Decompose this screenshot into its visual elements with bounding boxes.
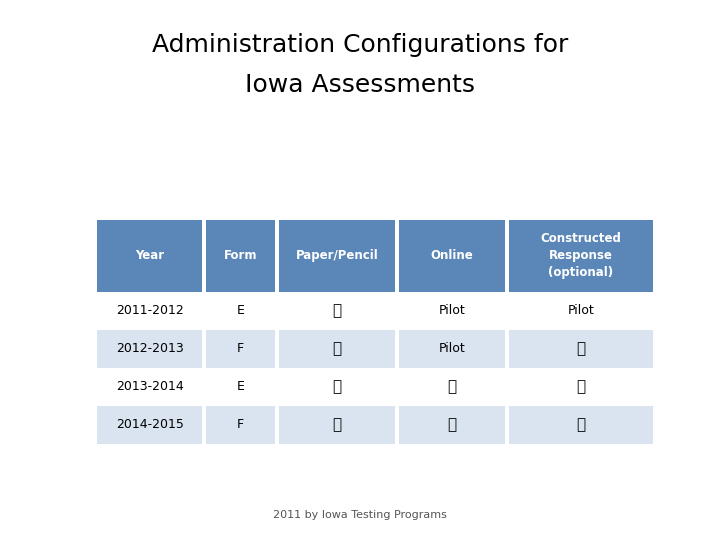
Text: 2013-2014: 2013-2014: [116, 381, 184, 394]
Bar: [508, 292, 653, 330]
Text: Iowa Assessments: Iowa Assessments: [245, 73, 475, 97]
Bar: [508, 330, 653, 368]
Text: Ⓟ: Ⓟ: [447, 380, 456, 395]
Bar: [279, 406, 395, 444]
Text: F: F: [237, 342, 244, 355]
Text: 2012-2013: 2012-2013: [116, 342, 184, 355]
Bar: [508, 368, 653, 406]
Bar: [97, 330, 202, 368]
Text: Administration Configurations for: Administration Configurations for: [152, 33, 568, 57]
Bar: [97, 292, 202, 330]
Bar: [97, 368, 202, 406]
Bar: [400, 220, 505, 292]
Bar: [279, 220, 395, 292]
Text: F: F: [237, 418, 244, 431]
Bar: [97, 220, 202, 292]
Text: Ⓟ: Ⓟ: [576, 341, 585, 356]
Text: E: E: [237, 305, 245, 318]
Bar: [279, 292, 395, 330]
Text: Pilot: Pilot: [567, 305, 594, 318]
Text: Ⓟ: Ⓟ: [576, 417, 585, 433]
Bar: [206, 406, 275, 444]
Bar: [279, 368, 395, 406]
Text: Pilot: Pilot: [438, 342, 465, 355]
Bar: [508, 406, 653, 444]
Bar: [206, 330, 275, 368]
Text: 2011 by Iowa Testing Programs: 2011 by Iowa Testing Programs: [273, 510, 447, 520]
Bar: [206, 220, 275, 292]
Text: Form: Form: [224, 249, 257, 262]
Text: Ⓟ: Ⓟ: [333, 417, 342, 433]
Bar: [206, 368, 275, 406]
Text: 2011-2012: 2011-2012: [116, 305, 184, 318]
Bar: [97, 406, 202, 444]
Text: Ⓟ: Ⓟ: [333, 380, 342, 395]
Text: Paper/Pencil: Paper/Pencil: [296, 249, 379, 262]
Text: Pilot: Pilot: [438, 305, 465, 318]
Bar: [279, 330, 395, 368]
Bar: [206, 292, 275, 330]
Bar: [400, 368, 505, 406]
Text: Constructed
Response
(optional): Constructed Response (optional): [541, 233, 621, 280]
Text: Ⓟ: Ⓟ: [333, 341, 342, 356]
Bar: [400, 330, 505, 368]
Text: Year: Year: [135, 249, 164, 262]
Text: Ⓟ: Ⓟ: [333, 303, 342, 319]
Bar: [508, 220, 653, 292]
Bar: [400, 406, 505, 444]
Text: 2014-2015: 2014-2015: [116, 418, 184, 431]
Text: E: E: [237, 381, 245, 394]
Bar: [400, 292, 505, 330]
Text: Ⓟ: Ⓟ: [447, 417, 456, 433]
Text: Online: Online: [431, 249, 473, 262]
Text: Ⓟ: Ⓟ: [576, 380, 585, 395]
